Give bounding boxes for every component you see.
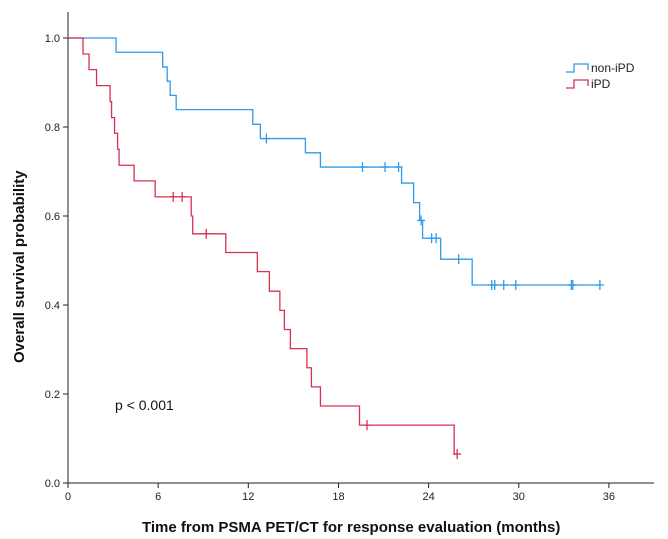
series-line-iPD [68, 37, 458, 455]
censor-marks [169, 133, 604, 460]
y-tick-label: 0.6 [45, 211, 60, 223]
x-tick-label: 24 [422, 491, 434, 503]
axes [67, 12, 654, 484]
x-tick-label: 12 [242, 491, 254, 503]
legend-swatch-non-iPD [566, 63, 589, 73]
series-line-non-iPD [68, 37, 600, 286]
y-tick-label: 0.4 [45, 300, 60, 312]
y-tick-label: 0.2 [45, 389, 60, 401]
x-tick-label: 30 [513, 491, 525, 503]
series-lines [68, 37, 600, 455]
legend-label-iPD: iPD [591, 77, 611, 91]
legend-label-non-iPD: non-iPD [591, 61, 635, 75]
p-value-annotation: p < 0.001 [115, 397, 174, 413]
x-tick-label: 0 [65, 491, 71, 503]
legend: non-iPD iPD [566, 61, 635, 91]
x-tick-label: 18 [332, 491, 344, 503]
x-tick-label: 36 [603, 491, 615, 503]
y-tick-label: 0.8 [45, 122, 60, 134]
y-tick-label: 0.0 [45, 478, 60, 490]
y-axis-title: Overall survival probability [11, 170, 28, 363]
x-tick-label: 6 [155, 491, 161, 503]
ticks: 0 6 12 18 24 30 36 0.0 0.2 0.4 0.6 0.8 1.0 [45, 33, 615, 503]
y-tick-label: 1.0 [45, 33, 60, 45]
x-axis-title: Time from PSMA PET/CT for response evalu… [142, 519, 560, 536]
legend-swatch-iPD [566, 79, 589, 89]
